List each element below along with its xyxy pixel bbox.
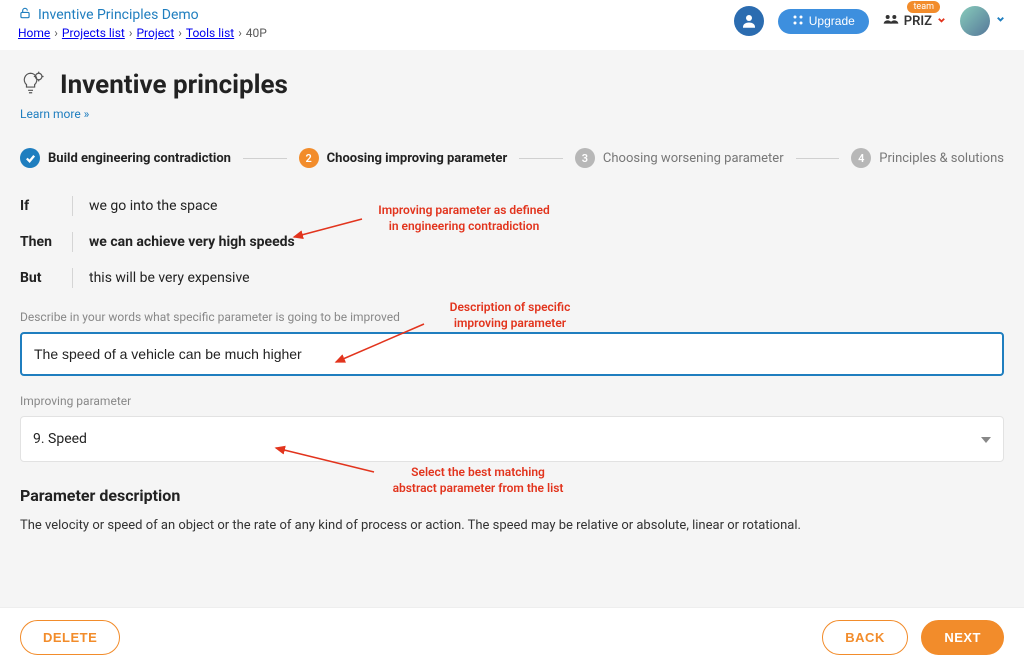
improving-parameter-group: Improving parameter 9. Speed [20, 394, 1004, 462]
row-separator [72, 196, 73, 216]
then-value: we can achieve very high speeds [89, 234, 295, 250]
upgrade-label: Upgrade [809, 14, 855, 28]
breadcrumb-sep: › [238, 26, 242, 40]
parameter-description-heading: Parameter description [20, 486, 1004, 505]
breadcrumb-sep: › [178, 26, 182, 40]
learn-more-link[interactable]: Learn more » [20, 107, 89, 121]
main-content: Inventive principles Learn more » Build … [0, 50, 1024, 607]
but-value: this will be very expensive [89, 270, 250, 286]
breadcrumb-sep: › [129, 26, 133, 40]
row-separator [72, 268, 73, 288]
upgrade-icon [792, 14, 804, 29]
then-label: Then [20, 234, 72, 250]
step-connector [519, 158, 563, 159]
top-right-controls: Upgrade team PRIZ [734, 6, 1006, 36]
footer-right-group: BACK NEXT [822, 620, 1004, 655]
next-button[interactable]: NEXT [921, 620, 1004, 655]
improving-parameter-label: Improving parameter [20, 394, 1004, 408]
describe-label: Describe in your words what specific par… [20, 310, 1004, 324]
if-label: If [20, 198, 72, 214]
describe-group: Describe in your words what specific par… [20, 310, 1004, 376]
step-4[interactable]: 4 Principles & solutions [851, 148, 1004, 168]
app-title-row: Inventive Principles Demo [18, 6, 267, 24]
but-label: But [20, 270, 72, 286]
breadcrumb-sep: › [54, 26, 58, 40]
team-label: PRIZ [904, 14, 932, 29]
if-value: we go into the space [89, 198, 217, 214]
stepper: Build engineering contradiction 2 Choosi… [20, 148, 1004, 168]
contradiction-block: If we go into the space Then we can achi… [20, 196, 1004, 288]
title-breadcrumb-group: Inventive Principles Demo Home › Project… [18, 6, 267, 40]
step-connector [243, 158, 287, 159]
breadcrumb-project[interactable]: Project [136, 26, 174, 40]
app-title: Inventive Principles Demo [38, 7, 199, 23]
page-heading: Inventive principles [20, 70, 1004, 100]
lock-icon [18, 6, 32, 24]
step-2[interactable]: 2 Choosing improving parameter [299, 148, 508, 168]
row-separator [72, 232, 73, 252]
step-1[interactable]: Build engineering contradiction [20, 148, 231, 168]
team-icon [883, 12, 899, 30]
then-row: Then we can achieve very high speeds [20, 232, 1004, 252]
step-label: Choosing worsening parameter [603, 151, 784, 166]
chevron-down-icon [995, 13, 1006, 29]
upgrade-button[interactable]: Upgrade [778, 9, 869, 34]
assistant-avatar-icon[interactable] [734, 6, 764, 36]
team-badge: team [907, 1, 940, 13]
describe-input[interactable] [20, 332, 1004, 376]
breadcrumb-tools[interactable]: Tools list [186, 26, 234, 40]
footer-actions: DELETE BACK NEXT [0, 607, 1024, 667]
step-connector [796, 158, 840, 159]
check-icon [20, 148, 40, 168]
breadcrumb-home[interactable]: Home [18, 26, 50, 40]
back-button[interactable]: BACK [822, 620, 908, 655]
delete-button[interactable]: DELETE [20, 620, 120, 655]
top-bar: Inventive Principles Demo Home › Project… [0, 0, 1024, 50]
team-switcher[interactable]: team PRIZ [883, 12, 946, 30]
parameter-description-text: The velocity or speed of an object or th… [20, 517, 1004, 535]
improving-parameter-select[interactable]: 9. Speed [20, 416, 1004, 462]
but-row: But this will be very expensive [20, 268, 1004, 288]
step-3[interactable]: 3 Choosing worsening parameter [575, 148, 784, 168]
improving-parameter-value: 9. Speed [33, 431, 87, 447]
step-number: 3 [575, 148, 595, 168]
step-number: 4 [851, 148, 871, 168]
step-label: Build engineering contradiction [48, 151, 231, 166]
lightbulb-gear-icon [20, 70, 46, 100]
breadcrumb-projects[interactable]: Projects list [62, 26, 125, 40]
if-row: If we go into the space [20, 196, 1004, 216]
page-title: Inventive principles [60, 70, 288, 100]
chevron-down-icon [981, 431, 991, 447]
step-label: Choosing improving parameter [327, 151, 508, 166]
step-label: Principles & solutions [879, 151, 1004, 166]
breadcrumb-current: 40P [246, 26, 267, 40]
user-avatar-icon [960, 6, 990, 36]
breadcrumb: Home › Projects list › Project › Tools l… [18, 26, 267, 40]
step-number: 2 [299, 148, 319, 168]
chevron-down-icon [937, 13, 946, 29]
user-menu[interactable] [960, 6, 1006, 36]
